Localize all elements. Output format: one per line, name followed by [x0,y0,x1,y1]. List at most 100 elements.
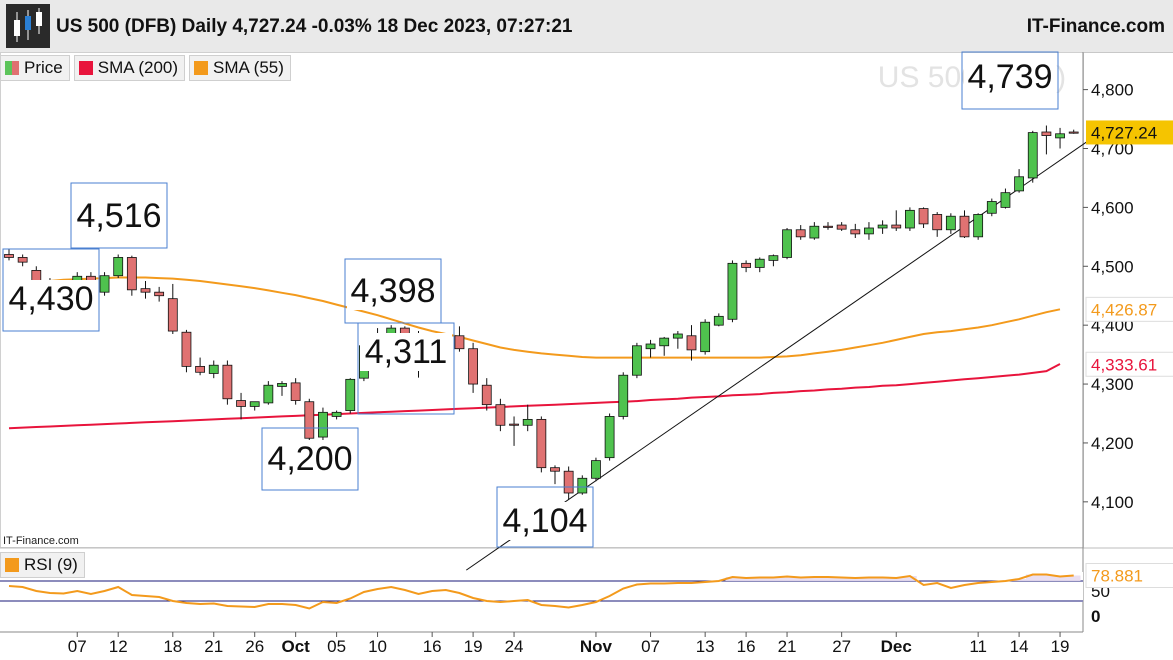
candle-body [1027,132,1038,179]
candle [413,331,424,378]
candle-body [509,423,519,426]
rsi-line [8,573,1074,610]
candle-body [277,383,287,387]
candle [222,360,233,405]
candle [509,416,519,446]
rsi-value-marker [1085,563,1173,588]
candle-body [495,404,506,426]
price-level-label: 4,104 [502,502,587,540]
x-tick-label: 13 [696,637,715,656]
candle [31,266,42,290]
candle [727,260,738,323]
candle-body [604,416,615,459]
candle-body [468,348,479,385]
candle [4,248,14,261]
legend-price-label: Price [24,58,63,77]
price-level-label-bg [360,333,452,371]
main-plot-frame [0,52,1084,548]
candle-body [700,321,711,353]
x-tick-label: 18 [163,637,182,656]
candle [945,213,956,234]
x-tick-label: 14 [1010,637,1029,656]
candle-body [522,418,533,426]
candle-body [836,224,847,230]
candle-body [249,401,260,407]
x-tick-label: 19 [464,637,483,656]
price-level-label: 4,200 [267,440,352,478]
candle-body [45,286,55,289]
candle-body [195,365,206,373]
legend-sma200-label: SMA (200) [97,58,179,77]
price-level-box [344,258,442,324]
x-tick-label: 12 [109,637,128,656]
candle [72,272,83,293]
candle [140,281,151,299]
candle [290,378,301,405]
rsi-swatch [5,558,19,572]
header-bar: US 500 (DFB) Daily 4,727.24 -0.03% 18 De… [0,0,1173,53]
price-level-label-bg [964,58,1056,96]
candle-body [318,411,328,438]
candle-body [99,275,110,293]
candle-body [304,401,315,439]
sma-value-marker [1085,351,1173,377]
x-tick-label: Oct [281,637,310,656]
x-tick-label: 05 [327,637,346,656]
candle-body [782,229,792,258]
rsi-legend[interactable]: RSI (9) [0,552,85,578]
candle [386,325,397,346]
x-tick-label: 07 [641,637,660,656]
candle [905,207,915,231]
candle [645,339,656,358]
candle [481,378,492,411]
price-swatch [5,61,19,75]
candle [836,222,847,231]
rsi-y-tick-label: 50 [1091,582,1110,601]
price-level-label: 4,430 [8,280,93,318]
candle [1068,129,1079,134]
price-level-box [357,322,455,415]
sma200-swatch [78,61,93,75]
candle [358,342,369,382]
candle [318,407,328,440]
candle [877,220,888,234]
price-level-label-bg [264,440,356,478]
candle-body [591,460,601,479]
rsi-legend-label: RSI (9) [24,555,78,574]
candle [918,207,929,228]
candle [700,319,711,355]
legend-sma200[interactable]: SMA (200) [73,55,186,81]
candle [1000,188,1011,209]
candle-body [536,418,547,469]
candle-body [905,209,915,229]
candle [468,342,479,393]
candle [495,398,506,432]
candle [236,392,246,420]
price-level-box [261,427,359,491]
sma55-line [8,276,1061,359]
price-level-box [961,51,1059,110]
sma55-value-label: 4,426.87 [1091,300,1157,319]
sma200-value-label: 4,333.61 [1091,355,1157,374]
legend-sma55[interactable]: SMA (55) [189,55,291,81]
brand-name[interactable]: IT-Finance.com [1026,16,1165,37]
chart-title: US 500 (DFB) Daily 4,727.24 -0.03% 18 De… [56,16,573,37]
candle-body [645,343,656,350]
candle [754,257,765,273]
candle-body [222,364,233,400]
x-tick-label: 21 [204,637,223,656]
small-brand: IT-Finance.com [3,535,79,547]
candle-body [577,477,588,494]
candle [331,410,342,420]
price-level-box [70,182,168,249]
candle-body [686,335,697,351]
candle [304,398,315,440]
y-tick-label: 4,100 [1091,493,1134,512]
y-tick-label: 4,500 [1091,257,1134,276]
candle [932,212,943,237]
x-tick-label: Dec [881,637,912,656]
candle [563,466,574,500]
legend-price[interactable]: Price [0,55,70,81]
